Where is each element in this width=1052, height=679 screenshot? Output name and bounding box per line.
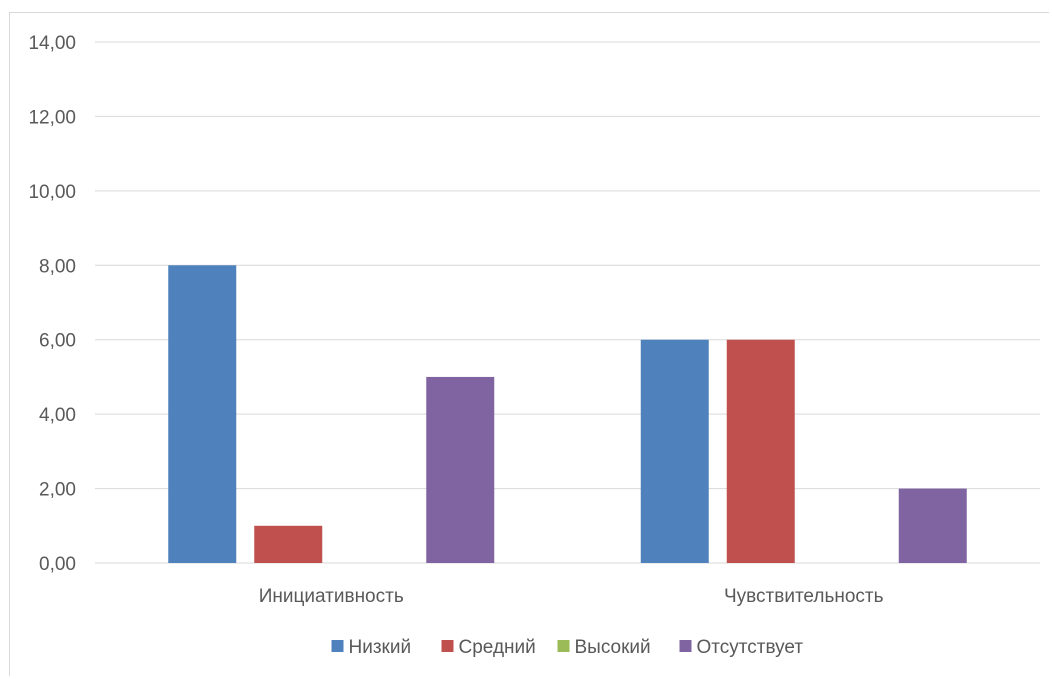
legend-label: Высокий (575, 637, 651, 658)
y-tick-label: 0,00 (39, 554, 76, 575)
x-category-label: Чувствительность (724, 586, 884, 607)
legend-label: Отсутствует (697, 637, 804, 658)
y-tick-label: 2,00 (39, 480, 76, 501)
bar-2-2 (726, 339, 795, 563)
legend-swatch (557, 640, 570, 652)
x-category-label: Инициативность (259, 586, 404, 607)
y-tick-label: 14,00 (28, 33, 76, 54)
bar-4-2 (898, 488, 967, 563)
legend-swatch (331, 640, 344, 652)
y-axis-ticks: 0,00 2,00 4,00 6,00 8,00 10,00 12,00 14,00 (28, 33, 76, 575)
y-tick-label: 10,00 (28, 182, 76, 203)
y-tick-label: 6,00 (39, 331, 76, 352)
legend-label: Средний (459, 637, 536, 658)
y-tick-label: 4,00 (39, 405, 76, 426)
y-tick-label: 8,00 (39, 256, 76, 277)
bar-4-1 (426, 376, 495, 563)
legend-swatch (679, 640, 692, 652)
legend-label: Низкий (349, 637, 412, 658)
gridlines (95, 41, 1040, 564)
legend-swatch (441, 640, 454, 652)
x-axis-categories: Инициативность Чувствительность (259, 586, 884, 607)
bar-1-1 (168, 265, 237, 563)
bar-1-2 (640, 339, 709, 563)
legend: Низкий Средний Высокий Отсутствует (331, 637, 804, 658)
bar-2-1 (254, 525, 323, 563)
y-tick-label: 12,00 (28, 107, 76, 128)
bars (168, 265, 967, 563)
